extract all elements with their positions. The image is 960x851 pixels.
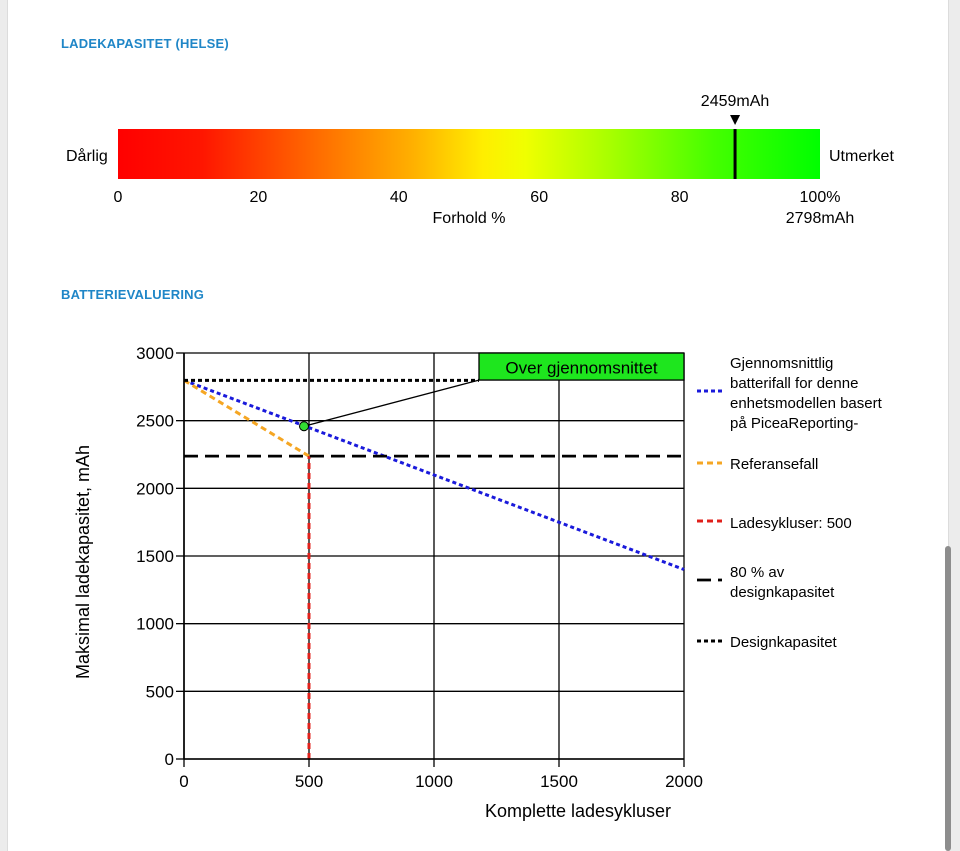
series-line	[183, 378, 685, 571]
y-axis-label: Maksimal ladekapasitet, mAh	[73, 445, 93, 679]
gauge-max-label: 2798mAh	[786, 210, 855, 227]
gauge-tick-label: 0	[114, 189, 123, 206]
legend-label: Gjennomsnittlig	[730, 355, 833, 372]
x-tick-label: 0	[179, 772, 188, 791]
legend-label: Designkapasitet	[730, 634, 838, 651]
scrollbar-thumb[interactable]	[945, 546, 951, 851]
gauge-marker-value: 2459mAh	[701, 93, 770, 110]
annotation-label: Over gjennomsnittet	[505, 359, 657, 378]
y-tick-label: 2000	[136, 479, 174, 498]
x-tick-label: 1000	[415, 772, 453, 791]
gauge-marker-arrow-icon	[730, 115, 741, 125]
gauge-tick-label: 60	[530, 189, 548, 206]
gauge-tick-label: 20	[250, 189, 268, 206]
legend-label: enhetsmodellen basert	[730, 395, 883, 412]
y-tick-label: 500	[146, 682, 174, 701]
y-tick-label: 2500	[136, 412, 174, 431]
chart-legend: Gjennomsnittlig batterifall for denne enhe…	[697, 355, 883, 651]
y-tick-label: 3000	[136, 344, 174, 363]
y-tick-label: 1000	[136, 615, 174, 634]
gauge-tick-label: 80	[671, 189, 689, 206]
chart-axes: 0 500 1000 1500 2000 2500 3000 0 500 1000 1500 2000	[136, 344, 703, 791]
x-tick-label: 500	[295, 772, 323, 791]
x-tick-label: 2000	[665, 772, 703, 791]
annotation-connector	[303, 379, 480, 427]
annotation-box	[478, 352, 685, 381]
health-gauge: Dårlig Utmerket 2459mAh 0 20 40 60 80 100% Fo…	[66, 93, 894, 227]
gauge-axis-label: Forhold %	[433, 210, 506, 227]
legend-label: 80 % av	[730, 564, 785, 581]
y-tick-label: 0	[165, 750, 174, 769]
legend-label: Referansefall	[730, 456, 818, 473]
legend-label: batterifall for denne	[730, 375, 858, 392]
y-tick-label: 1500	[136, 547, 174, 566]
series-line	[183, 379, 310, 458]
legend-label: designkapasitet	[730, 584, 835, 601]
gauge-tick-label: 40	[390, 189, 408, 206]
chart-annotation: Over gjennomsnittet	[299, 352, 685, 432]
chart-grid	[183, 352, 685, 760]
gauge-tick-labels: 0 20 40 60 80 100%	[114, 189, 841, 206]
gauge-bar	[118, 129, 820, 179]
gauge-tick-label: 100%	[800, 189, 841, 206]
section-title-evaluation: BATTERIEVALUERING	[61, 287, 205, 302]
legend-label: Ladesykluser: 500	[730, 515, 852, 532]
gauge-label-poor: Dårlig	[66, 147, 108, 165]
current-capacity-point	[299, 421, 309, 432]
left-frame-border	[0, 0, 8, 851]
scrollbar-track[interactable]	[948, 0, 960, 851]
chart-series	[183, 378, 685, 759]
x-axis-label: Komplette ladesykluser	[485, 801, 671, 821]
section-title-health: LADEKAPASITET (HELSE)	[61, 36, 229, 51]
x-tick-label: 1500	[540, 772, 578, 791]
gauge-label-excellent: Utmerket	[829, 148, 894, 165]
legend-label: på PiceaReporting-	[730, 415, 858, 432]
